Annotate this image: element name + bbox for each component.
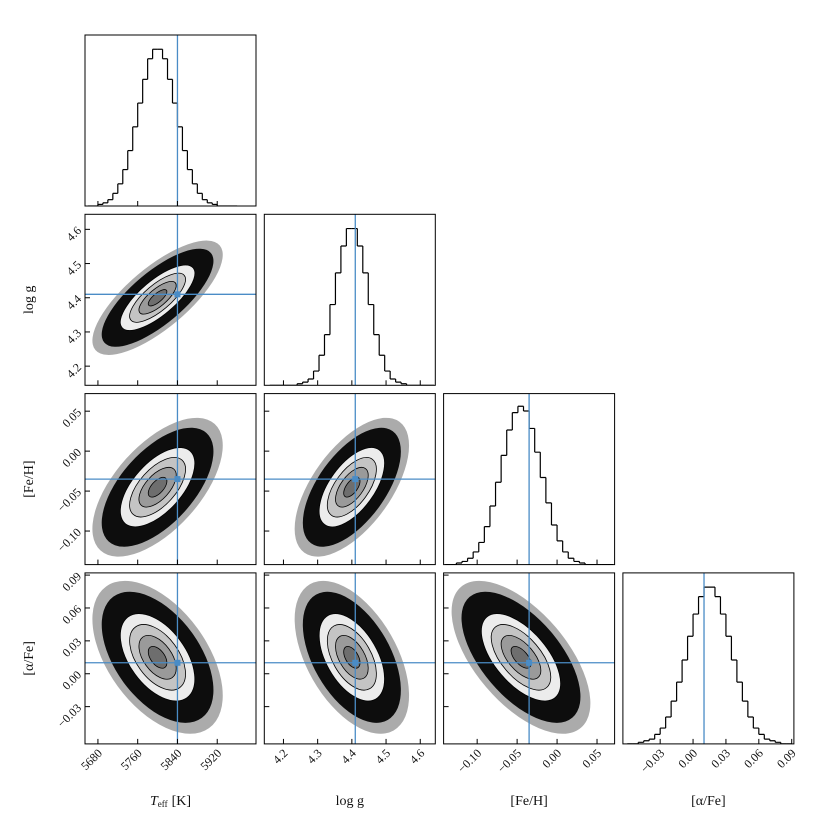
x-tick-label: 5760 (118, 746, 145, 773)
density-contour (147, 476, 168, 498)
label-main: [α/Fe] (22, 641, 37, 676)
x-tick-label: −0.03 (638, 746, 668, 776)
x-tick-label: 5680 (78, 746, 105, 773)
panel (87, 35, 238, 206)
label-main: [Fe/H] (22, 460, 37, 497)
axis-label: log g (336, 794, 364, 809)
axis-label: Teff [K] (150, 794, 191, 809)
panel (264, 393, 436, 565)
y-tick-label: 0.03 (59, 635, 84, 660)
x-tick-label: 4.3 (304, 746, 325, 767)
panel-border (443, 393, 616, 566)
panel-border (84, 572, 257, 745)
y-tick-label: 4.3 (64, 326, 85, 347)
label-main: T (150, 794, 159, 809)
panel-border (443, 572, 616, 745)
y-tick-label: 0.05 (59, 405, 84, 430)
label-main: [α/Fe] (691, 794, 726, 809)
x-tick-label: 0.09 (774, 746, 799, 771)
x-tick-label: 5920 (197, 746, 224, 773)
panel-border (622, 572, 795, 745)
truth-point (352, 659, 359, 666)
panel-border (84, 393, 257, 566)
axis-label: [α/Fe] (691, 794, 726, 809)
label-main: log g (336, 794, 364, 809)
x-tick-label: 0.03 (708, 746, 733, 771)
panel (264, 572, 436, 744)
panel (627, 572, 792, 744)
y-tick-label: 0.06 (59, 602, 84, 627)
density-contour (343, 476, 361, 498)
panel-frame (264, 214, 436, 386)
truth-point (174, 659, 181, 666)
label-unit: [K] (172, 794, 191, 809)
x-tick-label: 5840 (158, 746, 185, 773)
x-tick-label: 0.00 (539, 746, 564, 771)
truth-point (174, 291, 181, 298)
truth-point (174, 476, 181, 483)
y-tick-label: 4.6 (64, 224, 85, 245)
panel-border (263, 213, 436, 386)
axis-label: [α/Fe] (22, 641, 37, 676)
x-tick-label: −0.10 (455, 746, 485, 776)
panel-border (263, 572, 436, 745)
panel-border (84, 213, 257, 386)
truth-point (526, 659, 533, 666)
label-subscript: eff (158, 799, 168, 809)
axis-label: log g (22, 286, 37, 314)
y-tick-label: 4.2 (64, 360, 85, 381)
y-tick-label: 0.00 (59, 445, 84, 470)
panel-frame (622, 572, 794, 744)
y-tick-label: 4.4 (64, 292, 85, 313)
x-tick-label: 4.5 (373, 746, 394, 767)
x-tick-label: 0.00 (675, 746, 700, 771)
y-tick-label: −0.05 (55, 485, 85, 515)
y-tick-label: 4.5 (64, 258, 85, 279)
y-tick-label: −0.10 (55, 525, 85, 555)
label-main: log g (22, 286, 37, 314)
panel-frame (85, 35, 256, 206)
x-tick-label: −0.05 (495, 746, 525, 776)
label-main: [Fe/H] (510, 794, 547, 809)
x-tick-label: 4.4 (338, 746, 359, 767)
x-tick-label: 0.06 (741, 746, 766, 771)
panel-border (84, 34, 257, 207)
axis-label: [Fe/H] (22, 460, 37, 497)
y-tick-label: 0.00 (59, 668, 84, 693)
x-tick-label: 4.6 (407, 746, 428, 767)
panel (85, 393, 256, 565)
panel-border (263, 393, 436, 566)
y-tick-label: −0.03 (55, 701, 85, 731)
x-tick-label: 0.05 (579, 746, 604, 771)
truth-point (352, 476, 359, 483)
y-tick-label: 0.09 (59, 569, 84, 594)
x-tick-label: 4.2 (270, 746, 291, 767)
axis-label: [Fe/H] (510, 794, 547, 809)
panel (85, 214, 256, 386)
panel (443, 572, 615, 744)
